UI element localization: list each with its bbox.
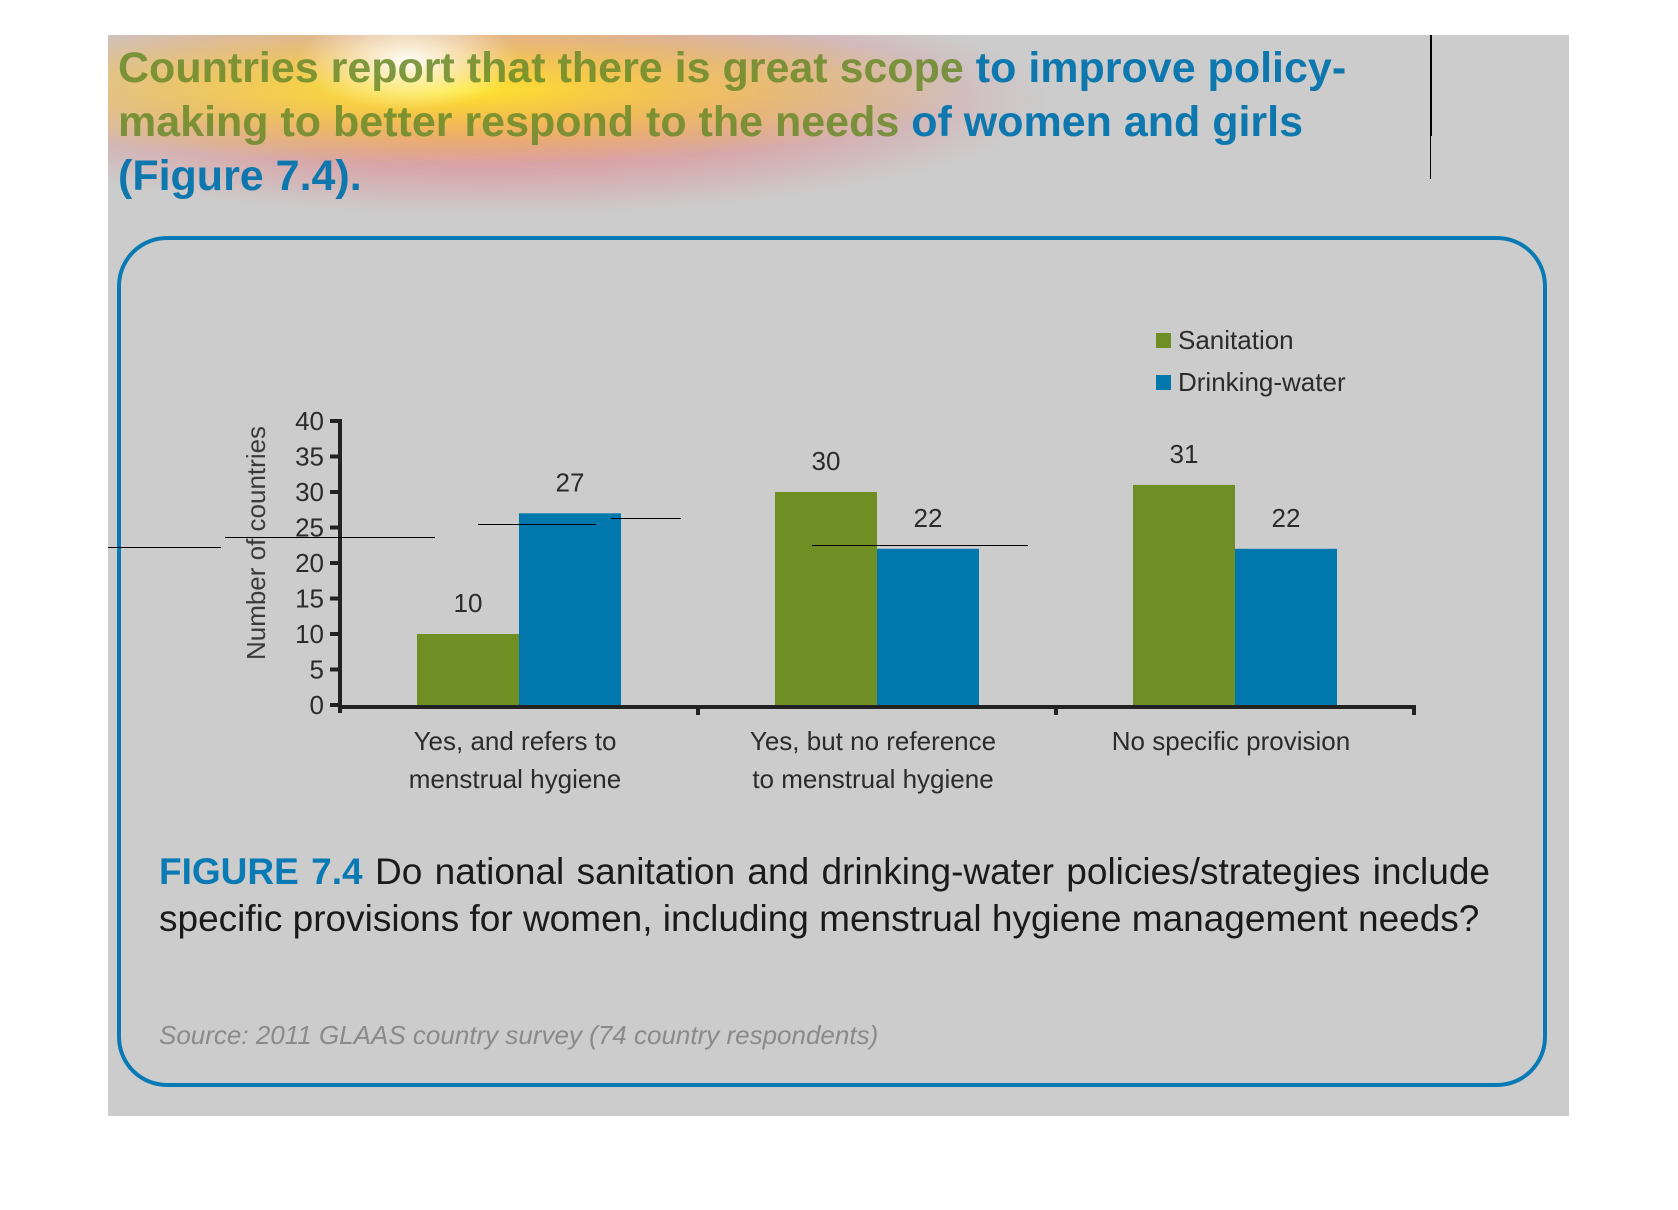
headline-highlighted-2: making to better respond to the needs	[118, 98, 900, 146]
figure-caption: FIGURE 7.4 Do national sanitation and dr…	[159, 848, 1490, 942]
legend-swatch-drinking-water	[1156, 375, 1171, 390]
headline-rest-1: to improve policy-	[963, 44, 1347, 92]
y-tick-label: 5	[310, 655, 324, 685]
stray-line	[812, 545, 1028, 546]
headline-line-3: (Figure 7.4).	[118, 152, 362, 200]
data-label: 30	[812, 446, 841, 476]
bar-drinking-water-1	[877, 548, 979, 705]
bar-sanitation-2	[1133, 484, 1235, 705]
headline: Countries report that there is great sco…	[118, 41, 1448, 203]
y-tick-label: 0	[310, 690, 324, 720]
y-tick-label: 25	[295, 513, 324, 543]
text-cursor-line	[1430, 35, 1432, 136]
x-tick-label: menstrual hygiene	[409, 764, 621, 794]
y-tick-label: 15	[295, 584, 324, 614]
bar-drinking-water-2	[1235, 548, 1337, 705]
y-tick-label: 30	[295, 477, 324, 507]
y-tick-label: 20	[295, 548, 324, 578]
figure-label: FIGURE 7.4	[159, 851, 363, 892]
x-tick-label: to menstrual hygiene	[752, 764, 993, 794]
stray-line	[108, 547, 221, 548]
x-tick-label: No specific provision	[1112, 726, 1350, 756]
y-tick-label: 40	[295, 406, 324, 436]
x-tick-label: Yes, and refers to	[414, 726, 617, 756]
stray-line	[478, 524, 596, 525]
legend-label: Drinking-water	[1178, 367, 1346, 397]
bar-sanitation-0	[417, 634, 519, 705]
legend-label: Sanitation	[1178, 325, 1294, 355]
data-label: 31	[1170, 439, 1199, 469]
legend-swatch-sanitation	[1156, 333, 1171, 348]
stray-line	[611, 518, 681, 519]
bar-sanitation-1	[775, 492, 877, 705]
headline-highlighted-1: Countries report that there is great sco…	[118, 44, 964, 92]
data-label: 22	[914, 503, 943, 533]
figure-caption-text: Do national sanitation and drinking-wate…	[159, 851, 1490, 939]
y-tick-label: 10	[295, 619, 324, 649]
y-tick-label: 35	[295, 442, 324, 472]
headline-rest-2: of women and girls	[899, 98, 1304, 146]
text-cursor-line-thin	[1430, 136, 1431, 179]
x-tick-label: Yes, but no reference	[750, 726, 996, 756]
bar-drinking-water-0	[519, 513, 621, 705]
data-label: 10	[454, 588, 483, 618]
y-axis-label: Number of countries	[241, 426, 271, 660]
data-label: 22	[1272, 503, 1301, 533]
stray-line	[225, 537, 435, 538]
figure-source: Source: 2011 GLAAS country survey (74 co…	[159, 1020, 879, 1050]
data-label: 27	[556, 467, 585, 497]
figure-frame	[117, 236, 1547, 1087]
